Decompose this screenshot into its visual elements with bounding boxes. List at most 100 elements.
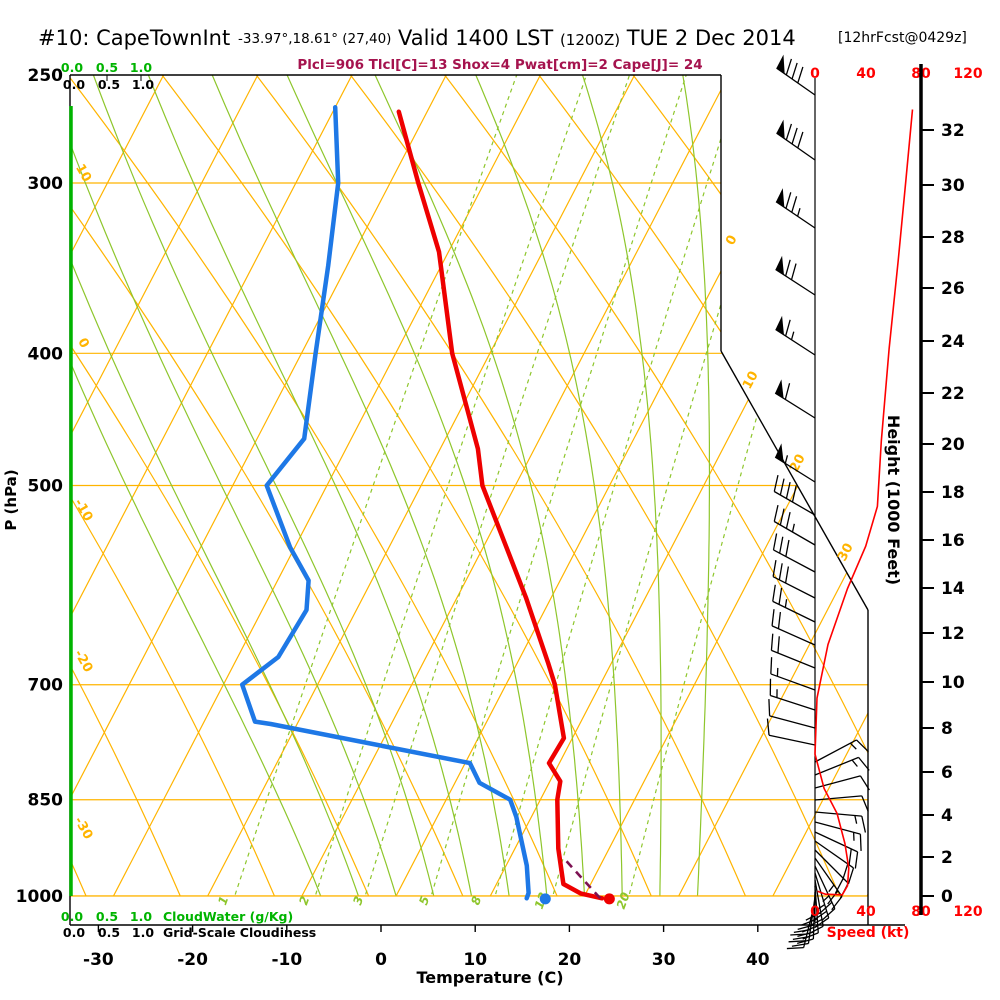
sounding-curves xyxy=(239,105,615,905)
cloudiness-bottom-tick-0.0: 0.0 xyxy=(63,925,85,940)
wind-barb-half xyxy=(791,523,795,533)
height-label-18: 18 xyxy=(941,483,965,503)
forecast-tag: [12hrFcst@0429z] xyxy=(838,30,967,46)
moist-adiabat-28 xyxy=(581,75,662,896)
moist-adiabat-12 xyxy=(211,75,510,896)
pressure-label-400: 400 xyxy=(28,344,64,364)
wind-barb-full xyxy=(785,192,792,209)
pressure-label-700: 700 xyxy=(28,676,64,696)
isotherm-label-0: 0 xyxy=(723,233,740,248)
speed-bottom-label-40: 40 xyxy=(856,904,876,920)
wind-barb-staff xyxy=(775,328,816,356)
wind-barb-half xyxy=(854,815,858,824)
wind-barb-full xyxy=(791,62,798,80)
wind-barb-full xyxy=(773,505,779,522)
wind-barb-staff xyxy=(814,849,849,884)
dry-adiabat-0 xyxy=(70,75,382,896)
cloudwater-bottom-tick-1.0: 1.0 xyxy=(130,909,152,924)
height-label-4: 4 xyxy=(941,806,953,826)
wind-barb-full xyxy=(772,584,776,602)
cloudwater-bottom-tick-0.0: 0.0 xyxy=(61,909,83,924)
height-label-30: 30 xyxy=(941,176,965,196)
temp-label--30: -30 xyxy=(83,950,114,970)
wind-barb-full xyxy=(784,383,791,400)
wind-barb-full xyxy=(777,636,780,654)
height-label-32: 32 xyxy=(941,121,965,141)
dry-adiabat-label--10: -10 xyxy=(71,496,96,524)
mixing-ratio-line-8 xyxy=(486,75,742,896)
wind-barb-staff xyxy=(772,600,816,623)
wind-barb-staff xyxy=(814,811,862,817)
wind-barb-staff xyxy=(772,576,816,599)
isotherm-label-10: 10 xyxy=(740,369,762,392)
valid-date: TUE 2 Dec 2014 xyxy=(620,26,796,50)
cloudwater-top-tick-0.5: 0.5 xyxy=(96,60,118,75)
wind-barb-staff xyxy=(814,775,861,789)
wind-barb-full xyxy=(842,863,849,881)
wind-barb-full xyxy=(770,657,773,674)
dry-adiabat-label-0: 0 xyxy=(74,336,92,351)
height-label-8: 8 xyxy=(941,719,953,739)
dry-adiabat-60 xyxy=(444,75,868,896)
temp-label--20: -20 xyxy=(177,950,208,970)
height-label-28: 28 xyxy=(941,228,965,248)
height-label-22: 22 xyxy=(941,384,965,404)
temp-label--10: -10 xyxy=(271,950,302,970)
isotherm-20 xyxy=(583,75,868,896)
wind-barb-staff xyxy=(769,715,816,729)
wind-barb-half xyxy=(784,455,789,464)
height-label-16: 16 xyxy=(941,531,965,551)
wind-barb-full xyxy=(831,896,843,911)
station-title: #10: CapeTownInt xyxy=(38,26,231,50)
wind-barb-half xyxy=(851,759,858,767)
wind-barb-staff xyxy=(770,694,816,711)
wind-barb-half xyxy=(796,208,801,217)
wind-barb-full xyxy=(802,932,819,940)
temperature-axis-title: Temperature (C) xyxy=(416,968,563,987)
isotherm-label-30: 30 xyxy=(835,541,857,564)
isotherm--10 xyxy=(301,75,732,896)
wind-barb-staff xyxy=(773,520,816,546)
mixing-ratio-label-20: 20 xyxy=(614,890,633,910)
wind-barb-full xyxy=(772,560,777,577)
wind-barb-pennant xyxy=(775,379,784,399)
wind-barb-staff xyxy=(775,268,816,296)
right-border-diagonal xyxy=(720,350,869,611)
wind-barb-full xyxy=(859,775,870,791)
temp-label-0: 0 xyxy=(375,950,387,970)
parcel-lcl-line xyxy=(562,857,602,900)
pressure-axis-title: P (hPa) xyxy=(2,469,20,530)
wind-speed-profile xyxy=(814,109,914,896)
wind-barb-staff xyxy=(773,549,816,573)
wind-barb-full xyxy=(785,512,791,529)
dry-adiabat-50 xyxy=(350,75,853,896)
wind-barb-full xyxy=(847,867,855,885)
speed-top-label-40: 40 xyxy=(856,66,876,82)
dewpoint-curve xyxy=(239,105,531,901)
wind-barb-pennant xyxy=(776,54,785,74)
wind-barb-pennant xyxy=(776,119,785,139)
surface-temperature-dot xyxy=(603,893,615,905)
temperature-curve xyxy=(396,109,605,901)
dry-adiabat-30 xyxy=(161,75,665,896)
wind-barb-full xyxy=(773,475,779,492)
moist-adiabat-4 xyxy=(92,75,435,896)
wind-barb-staff xyxy=(814,795,862,801)
height-label-10: 10 xyxy=(941,673,965,693)
wind-barb-full xyxy=(770,633,774,651)
moist-adiabat-32 xyxy=(682,75,711,896)
isotherm-30 xyxy=(678,75,868,896)
moist-adiabat-16 xyxy=(286,75,548,896)
cloudwater-axis-title: CloudWater (g/Kg) xyxy=(163,909,293,924)
cloudwater-top-tick-0.0: 0.0 xyxy=(61,60,83,75)
cloudwater-top-tick-1.0: 1.0 xyxy=(130,60,152,75)
wind-barb-staff xyxy=(814,872,830,919)
wind-barb-full xyxy=(858,756,870,771)
moist-adiabat--4 xyxy=(70,75,359,896)
wind-barb-half xyxy=(828,884,835,893)
wind-barb-full xyxy=(834,877,844,894)
wind-barb-staff xyxy=(814,879,824,927)
